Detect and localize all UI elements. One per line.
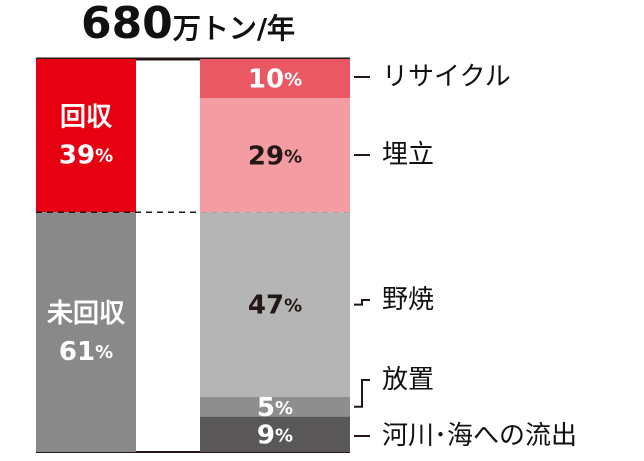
legend-tick-2 [354,299,370,306]
group-value-1: 61% [59,337,113,367]
legend-label-3: 放置 [382,365,434,395]
segment-value-0-symbol: % [284,69,302,90]
group-bar-0 [36,59,136,213]
group-value-0: 39% [59,141,113,171]
legend-label-4: 河川･海への流出 [382,421,577,451]
group-label-0: 回収 [60,103,113,133]
segment-value-1-symbol: % [284,146,302,167]
legend-label-1: 埋立 [382,140,434,170]
segment-bar-2 [200,212,350,397]
segment-value-1-number: 29 [248,141,284,171]
segment-value-0: 10% [248,65,302,95]
group-label-1: 未回収 [47,299,126,329]
segment-bar-1 [200,98,350,213]
segment-bar-3 [200,396,350,417]
chart-title: 680万トン/年 [81,0,295,49]
segment-value-4-number: 9 [257,420,275,450]
segment-value-1: 29% [248,141,302,171]
group-bar-1 [36,212,136,452]
legend-tick-3 [354,379,370,408]
segment-value-3-symbol: % [275,397,293,418]
segment-value-0-number: 10 [248,65,284,95]
segment-value-3-number: 5 [257,393,275,423]
segment-bar-0 [200,59,350,99]
group-value-1-symbol: % [95,342,113,363]
segment-value-2: 47% [248,291,302,321]
segment-value-3: 5% [257,393,293,423]
group-value-0-symbol: % [95,145,113,166]
segment-bar-4 [200,416,350,452]
segment-value-2-symbol: % [284,295,302,316]
legend-label-0: リサイクル [382,62,511,92]
segment-value-4-symbol: % [275,425,293,446]
group-value-0-number: 39 [59,141,95,171]
segment-value-2-number: 47 [248,291,284,321]
legend-label-2: 野焼 [382,285,434,315]
group-value-1-number: 61 [59,337,95,367]
chart-title-value: 680 [81,0,173,49]
chart-title-unit: 万トン/年 [173,12,295,45]
segment-value-4: 9% [257,420,293,450]
